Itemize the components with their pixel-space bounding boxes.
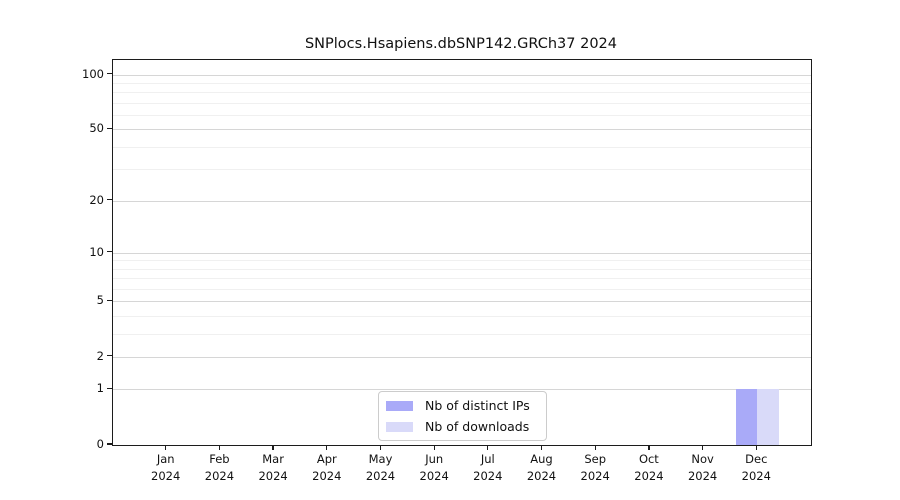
x-tick-label: Jun 2024: [419, 452, 449, 483]
y-axis-tick: [107, 299, 112, 301]
y-tick-label: 100: [82, 66, 104, 81]
y-gridline-minor: [113, 260, 811, 262]
y-gridline-minor: [113, 278, 811, 280]
x-tick-label: Mar 2024: [258, 452, 288, 483]
x-axis-tick: [326, 445, 328, 450]
y-axis-tick: [107, 387, 112, 390]
y-gridline-major: [113, 252, 811, 254]
x-tick-label: Jul 2024: [473, 452, 503, 483]
x-tick-label: Jan 2024: [151, 452, 181, 483]
y-tick-label: 50: [89, 121, 104, 136]
x-tick-label: Sep 2024: [580, 452, 610, 483]
y-gridline-minor: [113, 288, 811, 290]
legend-item: Nb of downloads: [386, 419, 537, 434]
x-tick-label: Oct 2024: [634, 452, 664, 483]
x-axis-tick: [594, 445, 596, 450]
y-tick-label: 1: [96, 381, 104, 396]
y-axis-tick: [107, 443, 112, 445]
y-tick-label: 10: [89, 244, 104, 259]
x-axis-tick: [701, 445, 704, 450]
y-gridline-major: [113, 301, 811, 303]
x-axis-tick: [379, 445, 382, 450]
y-gridline-minor: [113, 115, 811, 116]
y-tick-label: 2: [96, 348, 104, 363]
y-tick-label: 0: [96, 437, 104, 451]
x-axis-tick: [540, 445, 543, 450]
plot-area: [112, 59, 812, 446]
y-gridline-major: [113, 389, 811, 391]
y-axis-tick: [107, 72, 112, 75]
y-gridline-minor: [113, 146, 811, 148]
y-axis-tick: [107, 127, 112, 130]
x-tick-label: Aug 2024: [526, 452, 557, 483]
x-axis-tick: [165, 445, 167, 450]
x-tick-label: May 2024: [365, 452, 396, 483]
y-axis-tick: [107, 198, 112, 201]
y-tick-label: 5: [96, 293, 104, 308]
x-tick-label: Dec 2024: [741, 452, 771, 483]
x-axis-tick: [272, 445, 274, 450]
y-gridline-minor: [113, 333, 811, 335]
y-gridline-major: [113, 74, 811, 76]
x-tick-label: Apr 2024: [312, 452, 342, 483]
y-gridline-minor: [113, 268, 811, 270]
legend-label: Nb of downloads: [425, 419, 530, 434]
bar-nb-of-downloads: [757, 389, 779, 445]
x-tick-label: Feb 2024: [204, 452, 235, 483]
x-axis-tick: [648, 445, 650, 450]
legend-label: Nb of distinct IPs: [425, 398, 530, 413]
x-axis-tick: [218, 445, 221, 450]
y-gridline-minor: [113, 92, 811, 94]
y-axis-tick: [107, 250, 112, 253]
y-gridline-minor: [113, 102, 811, 104]
y-gridline-major: [113, 356, 811, 358]
legend-item: Nb of distinct IPs: [386, 398, 537, 413]
y-gridline-major: [113, 200, 811, 202]
legend-swatch: [386, 400, 413, 411]
x-tick-label: Nov 2024: [687, 452, 718, 483]
y-gridline-minor: [113, 315, 811, 317]
y-gridline-minor: [113, 169, 811, 171]
x-axis-tick: [755, 445, 757, 450]
x-axis-tick: [433, 445, 435, 450]
y-axis-tick: [107, 355, 112, 357]
y-gridline-major: [113, 129, 811, 131]
chart-title: SNPlocs.Hsapiens.dbSNP142.GRCh37 2024: [304, 36, 618, 52]
y-gridline-minor: [113, 82, 811, 84]
bar-nb-of-distinct-ips: [735, 389, 758, 445]
y-tick-label: 20: [89, 192, 104, 207]
x-axis-tick: [487, 445, 489, 450]
legend: Nb of distinct IPs Nb of downloads: [378, 391, 547, 441]
legend-swatch: [386, 421, 413, 432]
